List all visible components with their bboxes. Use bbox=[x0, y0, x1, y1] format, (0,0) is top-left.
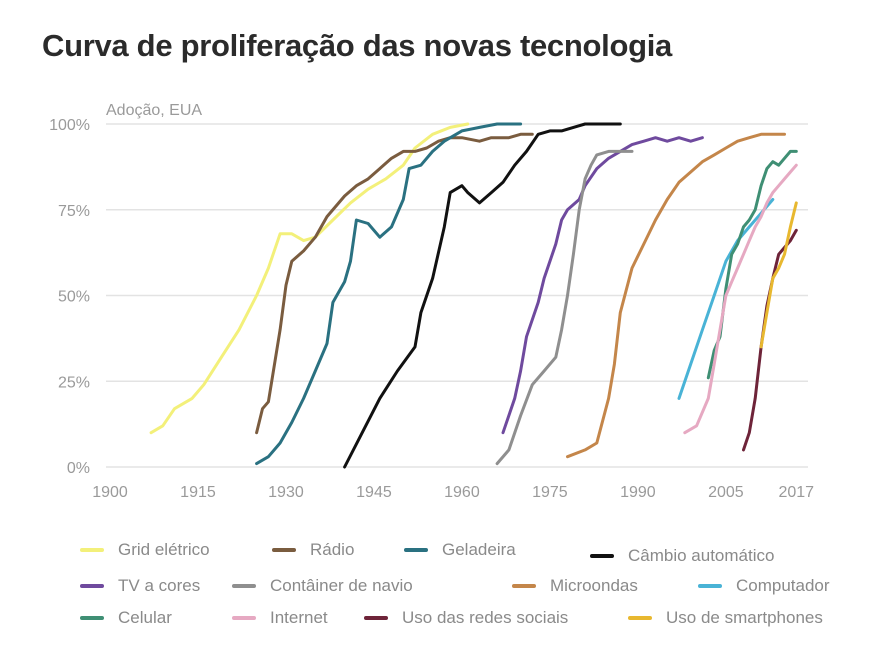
series-line-grid-eletrico bbox=[149, 122, 470, 435]
series-line-uso-das-redes-sociais bbox=[742, 228, 798, 452]
legend-item-internet: Internet bbox=[232, 608, 328, 628]
legend-label: TV a cores bbox=[118, 576, 201, 595]
legend-swatch bbox=[80, 584, 104, 588]
x-tick-label: 1930 bbox=[268, 484, 304, 501]
legend-swatch bbox=[272, 548, 296, 552]
series-line-container-de-navio bbox=[495, 149, 634, 466]
legend-label: Rádio bbox=[310, 540, 355, 559]
y-tick-label: 0% bbox=[67, 460, 90, 477]
x-tick-label: 1900 bbox=[92, 484, 128, 501]
series-line-internet bbox=[683, 163, 798, 435]
legend-item-radio: Rádio bbox=[272, 540, 354, 560]
legend-label: Computador bbox=[736, 576, 830, 595]
legend-swatch bbox=[80, 616, 104, 620]
legend-item-container-de-navio: Contâiner de navio bbox=[232, 576, 413, 596]
x-tick-label: 1945 bbox=[356, 484, 392, 501]
y-tick-label: 25% bbox=[58, 374, 90, 391]
chart-title: Curva de proliferação das novas tecnolog… bbox=[42, 28, 672, 63]
legend-swatch bbox=[698, 584, 722, 588]
legend-item-grid-eletrico: Grid elétrico bbox=[80, 540, 210, 560]
series-line-celular bbox=[706, 149, 798, 380]
y-axis-label: Adoção, EUA bbox=[106, 102, 202, 119]
legend-item-geladeira: Geladeira bbox=[404, 540, 516, 560]
series-line-radio bbox=[255, 132, 534, 435]
legend-label: Grid elétrico bbox=[118, 540, 210, 559]
series-line-microondas bbox=[566, 132, 786, 459]
series-line-computador bbox=[677, 198, 775, 400]
x-tick-label: 2017 bbox=[778, 484, 814, 501]
legend-swatch bbox=[364, 616, 388, 620]
legend-label: Celular bbox=[118, 608, 172, 627]
legend-item-uso-das-redes-sociais: Uso das redes sociais bbox=[364, 608, 568, 628]
y-tick-label: 50% bbox=[58, 289, 90, 306]
legend-label: Uso das redes sociais bbox=[402, 608, 569, 627]
legend-item-celular: Celular bbox=[80, 608, 172, 628]
series-line-cambio-automatico bbox=[343, 122, 622, 469]
legend-label: Uso de smartphones bbox=[666, 608, 823, 627]
legend-label: Microondas bbox=[550, 576, 638, 595]
legend-swatch bbox=[80, 548, 104, 552]
legend-label: Contâiner de navio bbox=[270, 576, 413, 595]
x-tick-label: 1960 bbox=[444, 484, 480, 501]
x-tick-label: 2005 bbox=[708, 484, 744, 501]
y-tick-label: 75% bbox=[58, 203, 90, 220]
legend-label: Internet bbox=[270, 608, 328, 627]
legend-swatch bbox=[628, 616, 652, 620]
legend-item-uso-de-smartphones: Uso de smartphones bbox=[628, 608, 823, 628]
legend-label: Câmbio automático bbox=[628, 546, 775, 565]
legend-item-cambio-automatico: Câmbio automático bbox=[590, 546, 774, 566]
legend-item-tv-a-cores: TV a cores bbox=[80, 576, 200, 596]
legend-item-microondas: Microondas bbox=[512, 576, 638, 596]
y-tick-label: 100% bbox=[49, 117, 90, 134]
legend-swatch bbox=[512, 584, 536, 588]
legend-swatch bbox=[404, 548, 428, 552]
legend-item-computador: Computador bbox=[698, 576, 830, 596]
series-line-tv-a-cores bbox=[501, 136, 704, 435]
x-tick-label: 1975 bbox=[532, 484, 568, 501]
legend-swatch bbox=[232, 616, 256, 620]
x-tick-label: 1990 bbox=[620, 484, 656, 501]
legend-swatch bbox=[590, 554, 614, 558]
series-line-uso-de-smartphones bbox=[759, 201, 798, 349]
legend-label: Geladeira bbox=[442, 540, 516, 559]
legend-swatch bbox=[232, 584, 256, 588]
x-tick-label: 1915 bbox=[180, 484, 216, 501]
series-line-geladeira bbox=[255, 122, 523, 466]
